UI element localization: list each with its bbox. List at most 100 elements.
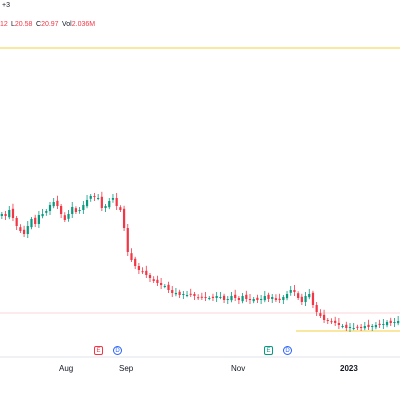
candle	[393, 318, 396, 327]
candle	[174, 288, 178, 297]
candle	[271, 294, 274, 303]
candle	[160, 278, 163, 289]
candle	[111, 194, 115, 203]
candle	[293, 285, 296, 296]
candle	[304, 292, 307, 306]
candle	[34, 214, 37, 227]
candle	[145, 265, 148, 278]
legend-change: +3	[2, 2, 10, 9]
earnings-marker[interactable]: E	[94, 346, 103, 355]
candle	[178, 289, 181, 298]
candle	[241, 293, 244, 304]
symbol-legend: +3 12 L20.58 C20.97 Vol2.036M	[0, 0, 400, 34]
candle	[15, 216, 18, 230]
candle	[156, 275, 159, 286]
candle	[311, 290, 315, 308]
candle	[193, 292, 196, 300]
candle	[78, 207, 81, 214]
candle	[89, 194, 92, 202]
legend-open-partial: 12	[0, 21, 8, 28]
candle	[260, 295, 263, 304]
candle	[208, 296, 211, 301]
candle	[22, 225, 26, 237]
candle	[267, 292, 270, 302]
candle	[237, 296, 240, 304]
candle	[389, 317, 392, 326]
candle	[204, 292, 207, 301]
candle	[148, 273, 152, 282]
candle	[134, 256, 137, 269]
candle	[185, 291, 189, 298]
candle	[348, 323, 352, 332]
candle	[71, 202, 74, 218]
candle	[48, 202, 52, 215]
candle	[11, 203, 15, 221]
candle	[326, 318, 329, 324]
candle	[82, 201, 85, 214]
candle	[41, 209, 44, 219]
candle	[215, 292, 218, 302]
legend-volume: Vol2.036M	[62, 21, 96, 28]
legend-close: C20.97	[36, 21, 59, 28]
candle	[319, 309, 322, 318]
candle	[285, 291, 289, 301]
candle	[245, 290, 248, 302]
candle	[222, 293, 226, 303]
candle	[352, 323, 355, 331]
candle	[363, 322, 366, 331]
candle	[382, 319, 385, 329]
candle	[226, 296, 229, 304]
candle	[74, 206, 78, 214]
candle	[397, 316, 400, 326]
candle	[300, 293, 303, 305]
candle	[308, 289, 311, 300]
candle	[67, 210, 70, 222]
candle	[4, 211, 7, 220]
candle	[189, 288, 192, 297]
candle	[282, 295, 285, 304]
candle	[289, 286, 292, 296]
candle	[26, 221, 29, 238]
candle	[182, 291, 185, 299]
candle	[115, 193, 118, 210]
candle	[274, 294, 278, 302]
candle	[200, 292, 203, 300]
candle	[345, 321, 348, 331]
candle	[93, 193, 96, 201]
candle	[230, 292, 233, 303]
candle	[278, 293, 281, 303]
candle	[374, 322, 378, 330]
earnings-marker[interactable]: E	[264, 346, 273, 355]
candle	[234, 289, 237, 301]
candle	[263, 291, 266, 303]
candle	[8, 206, 11, 220]
candle	[171, 286, 174, 297]
candle	[137, 263, 140, 274]
candle	[126, 224, 129, 256]
candle	[0, 212, 3, 219]
candle	[337, 318, 340, 329]
candle	[119, 205, 122, 212]
candle	[256, 294, 259, 303]
x-tick-label: Aug	[59, 364, 74, 373]
dividend-marker[interactable]: D	[283, 346, 292, 355]
candle	[104, 204, 107, 212]
x-tick-label: Sep	[119, 364, 134, 373]
x-tick-label: 2023	[340, 364, 358, 373]
candle	[85, 195, 89, 209]
candle	[30, 217, 33, 230]
candle	[248, 294, 252, 304]
legend-low: L20.58	[11, 21, 33, 28]
candle	[52, 198, 55, 209]
candle	[56, 195, 59, 209]
x-tick-label: Nov	[231, 364, 246, 373]
candle	[141, 267, 144, 274]
dividend-marker[interactable]: D	[113, 346, 122, 355]
candle	[130, 248, 133, 262]
candle	[371, 324, 374, 331]
candle	[385, 320, 389, 328]
candle	[45, 209, 48, 216]
candle	[108, 198, 111, 210]
candle	[152, 276, 155, 283]
